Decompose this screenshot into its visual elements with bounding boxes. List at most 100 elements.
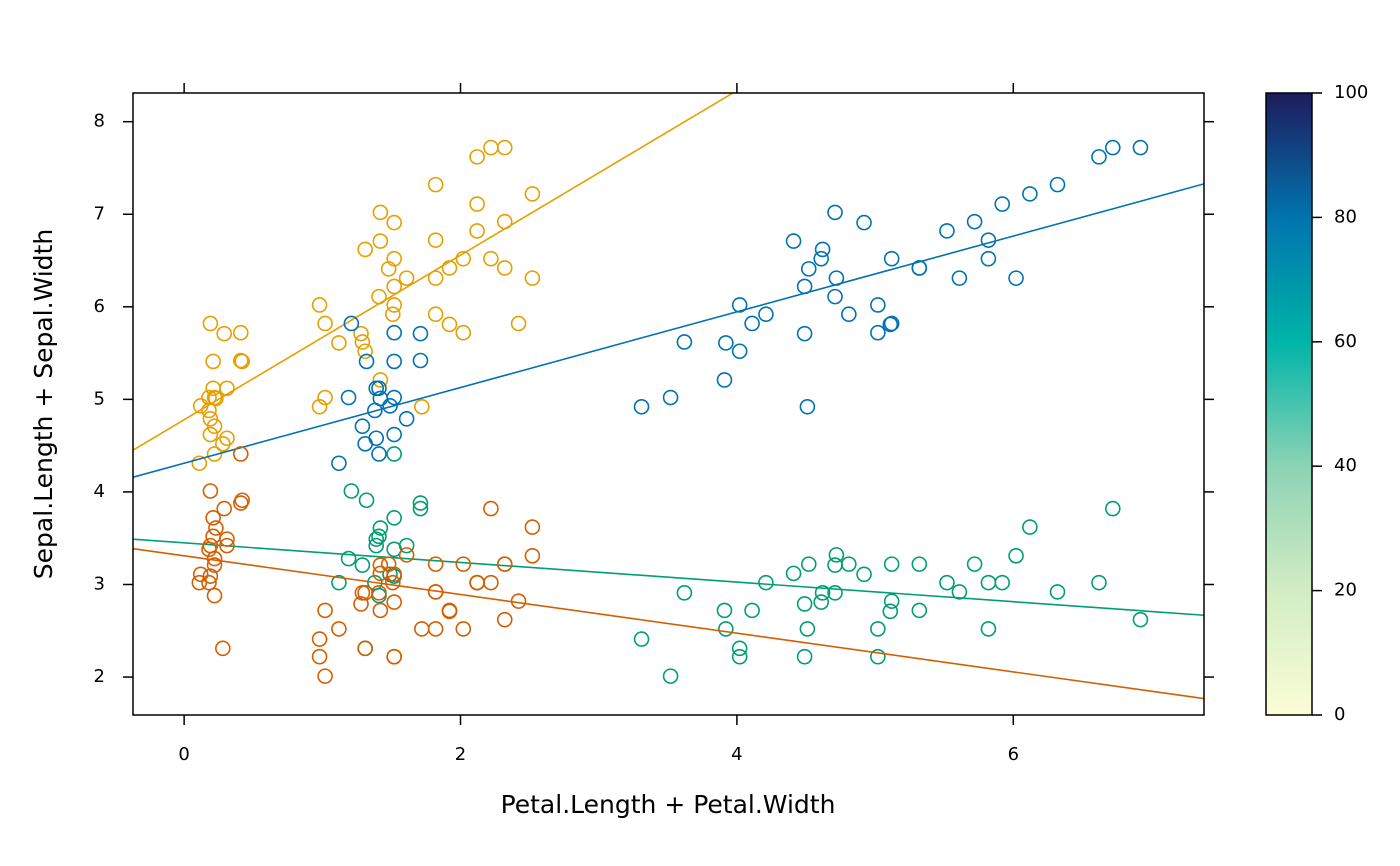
point xyxy=(966,556,983,572)
point xyxy=(939,223,955,239)
point xyxy=(870,648,886,665)
point xyxy=(731,343,748,360)
point xyxy=(353,596,369,612)
point xyxy=(215,436,231,452)
y-tick-label: 6 xyxy=(94,296,105,317)
point xyxy=(234,492,250,509)
point xyxy=(206,446,223,462)
point xyxy=(354,585,371,601)
point xyxy=(372,233,389,249)
point xyxy=(796,648,813,665)
point xyxy=(1104,139,1121,156)
plot-frame xyxy=(132,92,1205,716)
point xyxy=(1008,270,1024,286)
point xyxy=(1132,139,1149,156)
point xyxy=(469,149,485,165)
point xyxy=(911,602,928,619)
point xyxy=(427,176,444,193)
point xyxy=(372,565,389,582)
point xyxy=(718,335,734,351)
point xyxy=(357,640,373,657)
x-tick-label: 6 xyxy=(1008,744,1019,765)
point xyxy=(524,519,541,535)
point xyxy=(331,335,347,351)
point xyxy=(427,270,444,286)
point xyxy=(206,557,223,573)
point xyxy=(469,196,485,212)
point xyxy=(192,566,209,583)
point xyxy=(372,602,389,619)
point xyxy=(785,233,802,249)
point xyxy=(398,547,415,563)
point xyxy=(883,556,900,572)
point xyxy=(441,316,458,333)
point xyxy=(358,492,375,509)
point xyxy=(813,594,830,610)
point xyxy=(340,550,357,567)
point xyxy=(201,402,217,419)
point xyxy=(980,574,997,591)
colorbar-tick-label: 40 xyxy=(1334,455,1357,476)
point xyxy=(414,398,430,415)
point xyxy=(483,250,499,267)
point xyxy=(1049,584,1066,600)
point xyxy=(758,574,774,591)
point xyxy=(800,556,817,572)
y-tick-label: 8 xyxy=(94,111,105,132)
point xyxy=(841,556,857,572)
point xyxy=(524,547,541,564)
x-tick-label: 2 xyxy=(455,744,466,765)
point xyxy=(232,446,249,462)
point xyxy=(856,214,872,231)
point xyxy=(386,353,402,370)
point xyxy=(951,270,968,286)
point xyxy=(317,668,333,684)
point xyxy=(206,418,223,435)
point xyxy=(827,288,843,305)
point xyxy=(1132,611,1149,628)
point xyxy=(1008,547,1024,564)
point xyxy=(524,186,541,202)
point xyxy=(814,241,831,258)
point xyxy=(731,297,748,313)
point xyxy=(386,446,402,462)
point xyxy=(441,602,458,619)
point xyxy=(980,621,997,637)
point xyxy=(232,324,249,341)
point xyxy=(427,306,444,323)
point xyxy=(883,315,900,332)
point xyxy=(455,324,472,341)
point xyxy=(796,596,813,612)
point xyxy=(814,585,831,601)
fit-line xyxy=(133,547,1204,700)
point xyxy=(219,380,235,397)
point xyxy=(980,250,997,267)
point xyxy=(368,531,385,547)
point xyxy=(799,621,816,637)
point xyxy=(455,250,472,267)
plot-area xyxy=(133,93,1204,700)
point xyxy=(883,250,900,267)
point xyxy=(1091,574,1107,591)
point xyxy=(331,455,347,472)
point xyxy=(357,436,373,452)
point xyxy=(744,602,760,619)
point xyxy=(827,585,843,601)
y-tick-label: 4 xyxy=(94,481,105,502)
point xyxy=(716,372,733,388)
point xyxy=(368,380,385,397)
point xyxy=(731,640,748,657)
point xyxy=(731,648,748,665)
point xyxy=(994,196,1011,212)
point xyxy=(412,495,429,511)
x-tick-label: 0 xyxy=(178,744,189,765)
fit-line xyxy=(133,183,1204,479)
point xyxy=(951,584,968,600)
point xyxy=(939,574,955,591)
colorbar-tick-label: 0 xyxy=(1334,704,1345,725)
point xyxy=(371,446,387,462)
point xyxy=(371,528,387,545)
point xyxy=(510,315,527,332)
point xyxy=(343,483,360,499)
point xyxy=(455,621,472,637)
